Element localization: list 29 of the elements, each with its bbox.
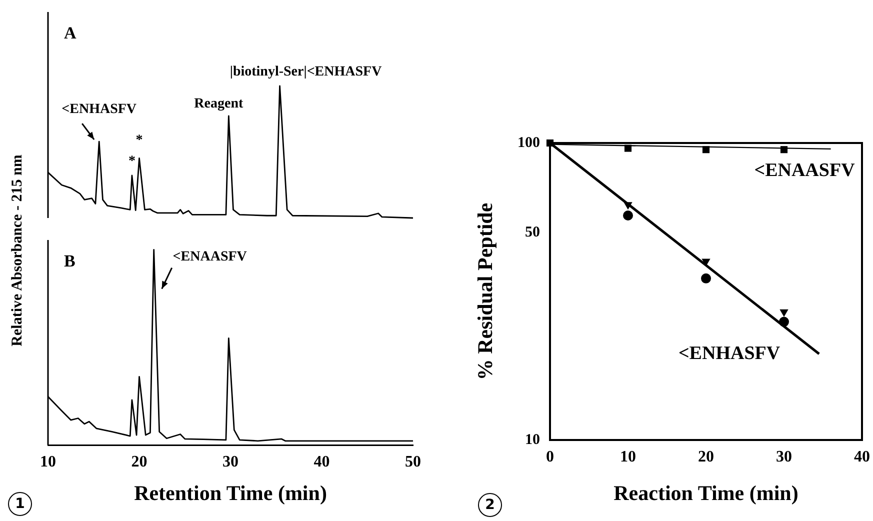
x-tick-label: 20	[131, 454, 148, 471]
series-label: <ENHASFV	[678, 342, 780, 364]
x-tick-label: 10	[40, 454, 56, 471]
x-tick-label: 40	[314, 454, 330, 471]
y-tick-label: 50	[525, 224, 540, 240]
y-tick-label: 10	[525, 432, 540, 448]
x-axis-title: Retention Time (min)	[134, 480, 327, 505]
annotation: *	[128, 154, 136, 170]
chart-title: A	[64, 23, 77, 42]
y-tick-label: 100	[518, 134, 540, 151]
text: 1	[8, 492, 32, 516]
x-tick-label: 10	[620, 448, 636, 466]
x-tick-label: 50	[405, 454, 421, 471]
annotation: Reagent	[194, 96, 244, 112]
annotation: *	[136, 132, 143, 148]
chart-title: B	[64, 251, 76, 270]
x-tick-label: 30	[776, 448, 792, 466]
annotation: |biotinyl-Ser|<ENHASFV	[230, 64, 382, 80]
y-axis-title: % Residual Peptide	[473, 202, 498, 380]
x-axis-title: Reaction Time (min)	[614, 480, 798, 505]
series-label: <ENAASFV	[754, 160, 856, 181]
x-tick-label: 30	[222, 454, 238, 471]
text: 2	[478, 493, 502, 517]
annotation: <ENAASFV	[172, 249, 247, 264]
annotation: <ENHASFV	[62, 102, 137, 118]
x-tick-label: 0	[546, 448, 554, 466]
x-tick-label: 20	[698, 448, 714, 466]
y-axis-title: Relative Absorbance - 215 nm	[9, 154, 26, 346]
x-tick-label: 40	[854, 448, 870, 466]
